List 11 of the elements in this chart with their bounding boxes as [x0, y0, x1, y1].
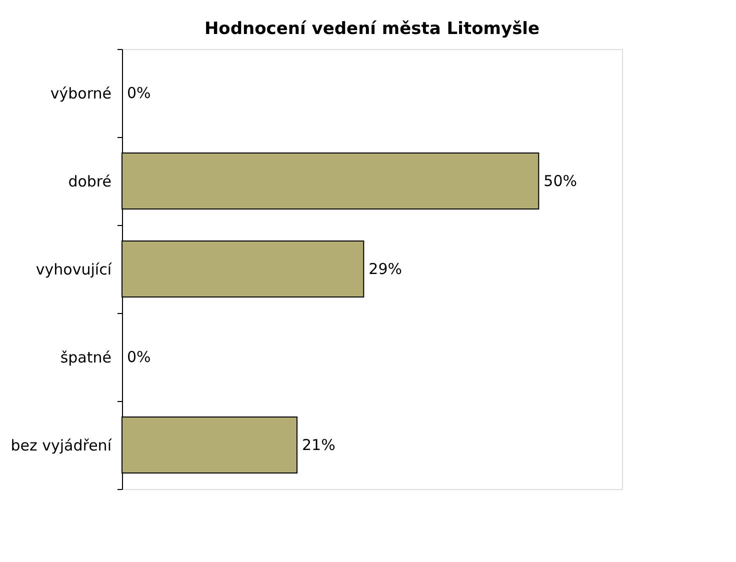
data-label: 21% — [302, 436, 336, 454]
y-tick-label: bez vyjádření — [10, 436, 112, 454]
y-tick-label: výborné — [50, 84, 112, 102]
y-tick-label: dobré — [68, 172, 112, 190]
y-tick-label: vyhovující — [36, 260, 112, 278]
y-tick-label: špatné — [60, 348, 112, 366]
data-label: 29% — [368, 260, 402, 278]
data-label: 50% — [544, 172, 578, 190]
data-label: 0% — [127, 84, 151, 102]
data-label: 0% — [127, 348, 151, 366]
chart-title: Hodnocení vedení města Litomyšle — [204, 19, 540, 39]
